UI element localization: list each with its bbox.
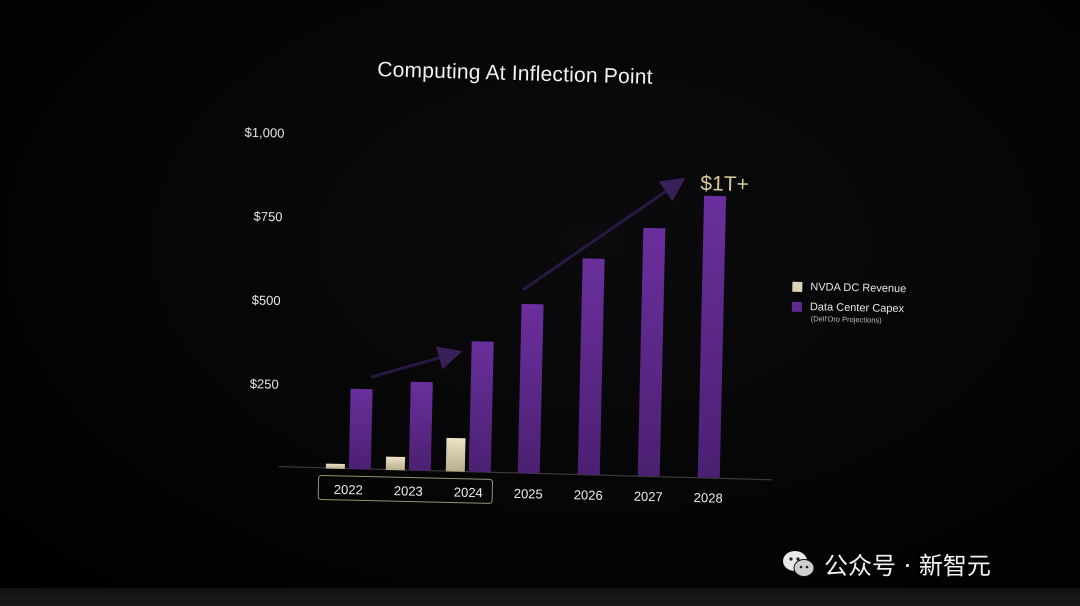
trend-arrow-projection xyxy=(522,177,686,292)
watermark-text: 公众号 · 新智元 xyxy=(824,552,991,580)
legend-label-nvda: NVDA DC Revenue xyxy=(810,281,907,296)
trend-arrow-historical xyxy=(370,346,463,379)
legend-swatch-nvda xyxy=(792,281,803,293)
x-tick-label: 2022 xyxy=(334,482,363,498)
historical-years-highlight xyxy=(317,475,494,504)
y-tick-label: $750 xyxy=(253,209,282,225)
one-trillion-annotation: $1T+ xyxy=(700,172,749,196)
y-tick-label: $1,000 xyxy=(244,125,284,141)
x-tick-label: 2028 xyxy=(694,490,723,506)
legend-label-capex: Data Center Capex xyxy=(809,301,905,316)
y-tick-label: $250 xyxy=(250,376,279,392)
legend-item-nvda: NVDA DC Revenue xyxy=(792,281,906,295)
bar-capex-2028 xyxy=(697,195,727,478)
bar-capex-2023 xyxy=(408,381,433,472)
wechat-icon xyxy=(783,550,815,577)
stage-floor xyxy=(0,588,1080,606)
legend-swatch-capex xyxy=(791,301,803,313)
bar-capex-2022 xyxy=(348,388,373,470)
x-tick-label: 2023 xyxy=(394,483,423,499)
y-tick-label: $500 xyxy=(252,292,281,308)
bar-capex-2026 xyxy=(577,258,605,475)
watermark: 公众号 · 新智元 xyxy=(782,546,991,581)
x-tick-label: 2027 xyxy=(634,489,663,505)
bar-nvda-2023 xyxy=(385,456,406,471)
bar-nvda-2024 xyxy=(445,437,466,472)
legend-item-capex: Data Center Capex xyxy=(791,301,906,316)
legend: NVDA DC Revenue Data Center Capex (Dell'… xyxy=(791,281,906,325)
x-tick-label: 2024 xyxy=(454,485,483,501)
bar-capex-2027 xyxy=(637,227,666,477)
x-tick-label: 2026 xyxy=(574,487,603,503)
bar-nvda-2022 xyxy=(325,463,345,470)
bar-capex-2024 xyxy=(468,341,494,473)
x-tick-label: 2025 xyxy=(514,486,543,502)
bar-capex-2025 xyxy=(517,303,544,474)
